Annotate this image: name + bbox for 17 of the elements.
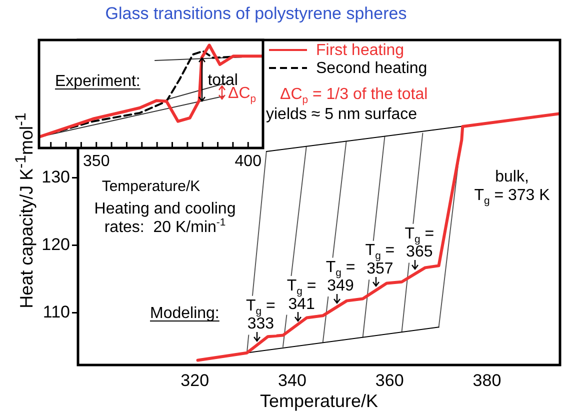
chart-title: Glass transitions of polystyrene spheres [104, 4, 408, 24]
x-tick-label: 380 [472, 370, 502, 390]
y-tick-label: 120 [42, 235, 70, 254]
y-tick-label: 130 [42, 168, 70, 187]
x-axis-title: Temperature/K [102, 178, 200, 196]
legend-label: Second heating [316, 60, 428, 77]
x-tick-label: 360 [375, 370, 404, 390]
x-tick-label: 350 [83, 153, 110, 170]
annotation: Experiment: [55, 73, 140, 90]
x-tick-label: 340 [278, 370, 306, 390]
annotation: Modeling: [150, 305, 220, 322]
legend-label: First heating [316, 42, 404, 59]
x-axis-title: Temperature/K [258, 391, 380, 412]
y-tick-label: 110 [42, 302, 70, 322]
x-tick-label: 320 [180, 370, 210, 390]
x-tick-label: 400 [234, 153, 262, 170]
annotation: yields ≈ 5 nm surface [266, 106, 418, 123]
